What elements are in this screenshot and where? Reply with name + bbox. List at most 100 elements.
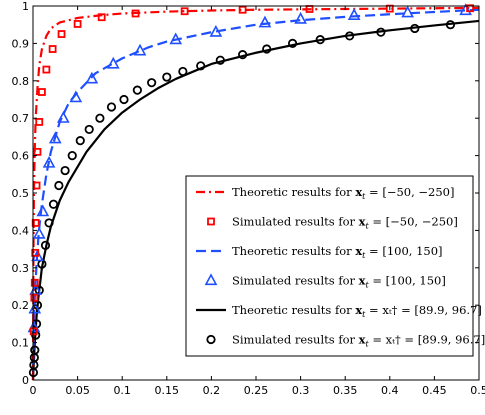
data-point-series-5 bbox=[445, 20, 456, 30]
y-tick-label: 0.5 bbox=[12, 187, 30, 200]
x-tick-label: 0.1 bbox=[113, 384, 131, 397]
legend-label: Theoretic results for xt = [−50, −250] bbox=[232, 185, 454, 201]
data-point-series-3 bbox=[459, 3, 472, 16]
data-point-series-3 bbox=[36, 204, 50, 217]
data-point-series-3 bbox=[209, 24, 223, 37]
y-tick-label: 0.1 bbox=[12, 337, 30, 350]
legend: Theoretic results for xt = [−50, −250] Si… bbox=[185, 175, 485, 357]
data-point-series-5 bbox=[410, 23, 420, 34]
data-point-series-5 bbox=[315, 35, 325, 45]
y-tick-label: 0.8 bbox=[12, 75, 30, 88]
data-point-series-3 bbox=[347, 8, 361, 20]
data-point-series-5 bbox=[44, 218, 54, 228]
data-point-series-5 bbox=[376, 27, 386, 37]
series-line-4 bbox=[31, 19, 480, 381]
data-point-series-1 bbox=[35, 118, 44, 126]
x-tick-label: 0.5 bbox=[470, 384, 485, 397]
data-point-series-5 bbox=[54, 180, 64, 191]
series-line-0 bbox=[31, 6, 480, 381]
data-point-series-5 bbox=[262, 44, 272, 54]
data-point-series-5 bbox=[178, 66, 188, 77]
data-point-series-3 bbox=[56, 111, 70, 123]
legend-marker-swatch bbox=[207, 217, 215, 226]
data-point-series-5 bbox=[132, 85, 142, 95]
data-point-series-3 bbox=[28, 301, 42, 314]
legend-box bbox=[185, 175, 474, 357]
data-point-series-5 bbox=[60, 165, 70, 176]
plot-area bbox=[27, 3, 480, 381]
x-tick-label: 0.3 bbox=[292, 384, 310, 397]
data-point-series-5 bbox=[162, 72, 172, 82]
y-tick-label: 0.6 bbox=[12, 150, 30, 163]
data-point-series-3 bbox=[169, 32, 183, 45]
data-point-series-1 bbox=[238, 5, 247, 14]
data-point-series-1 bbox=[33, 147, 42, 156]
x-tick-label: 0.05 bbox=[65, 384, 90, 397]
y-tick-label: 0.2 bbox=[12, 299, 30, 312]
legend-label: Simulated results for xt = [−50, −250] bbox=[232, 215, 458, 231]
x-tick-label: 0.45 bbox=[422, 384, 447, 397]
axes: 0 0.05 0.1 0.15 0.2 0.25 0.3 0.35 0.4 0.45 0.5 0 0.1… bbox=[12, 0, 485, 397]
data-point-series-1 bbox=[31, 248, 40, 257]
x-tick-label: 0 bbox=[30, 384, 37, 397]
data-point-series-1 bbox=[97, 13, 106, 22]
x-tick-label: 0.15 bbox=[155, 384, 180, 397]
data-point-series-5 bbox=[215, 55, 225, 65]
legend-marker-swatch bbox=[204, 273, 218, 286]
data-point-series-3 bbox=[27, 320, 41, 333]
data-point-series-5 bbox=[67, 151, 77, 161]
data-point-series-5 bbox=[345, 31, 355, 41]
data-point-series-5 bbox=[147, 78, 157, 88]
data-point-series-5 bbox=[75, 136, 85, 146]
data-point-series-1 bbox=[29, 327, 38, 336]
legend-label: Simulated results for xt = [100, 150] bbox=[232, 274, 446, 290]
data-point-series-5 bbox=[30, 345, 40, 355]
data-point-series-3 bbox=[42, 155, 56, 168]
data-point-series-3 bbox=[69, 90, 83, 103]
data-point-series-3 bbox=[258, 15, 272, 28]
data-point-series-5 bbox=[287, 38, 298, 49]
data-point-series-3 bbox=[294, 11, 307, 24]
y-tick-label: 0.7 bbox=[12, 112, 30, 125]
legend-label: Theoretic results for xt = [100, 150] bbox=[232, 244, 443, 260]
y-tick-label: 0 bbox=[22, 374, 29, 387]
x-tick-label: 0.4 bbox=[381, 384, 399, 397]
data-point-series-3 bbox=[106, 56, 120, 69]
x-tick-label: 0.35 bbox=[333, 384, 358, 397]
data-point-series-1 bbox=[48, 45, 57, 53]
data-point-series-5 bbox=[106, 102, 117, 112]
data-point-series-1 bbox=[38, 88, 46, 96]
data-point-series-1 bbox=[73, 20, 82, 28]
legend-label: Simulated results for xt = xₜ† = [89.9, … bbox=[232, 333, 485, 349]
legend-label: Theoretic results for xt = xₜ† = [89.9, … bbox=[232, 303, 482, 319]
data-point-series-3 bbox=[48, 131, 62, 144]
data-point-series-3 bbox=[85, 71, 99, 84]
legend-marker-swatch bbox=[206, 334, 216, 345]
data-point-series-5 bbox=[119, 94, 129, 105]
y-tick-label: 0.3 bbox=[12, 262, 30, 275]
data-point-series-1 bbox=[30, 278, 39, 287]
data-point-series-5 bbox=[196, 61, 206, 71]
y-tick-label: 0.4 bbox=[12, 224, 30, 237]
data-point-series-1 bbox=[30, 293, 39, 302]
data-point-series-5 bbox=[238, 50, 248, 60]
data-point-series-1 bbox=[57, 30, 66, 38]
data-point-series-5 bbox=[95, 113, 105, 123]
data-point-series-1 bbox=[32, 181, 41, 190]
data-point-series-3 bbox=[32, 226, 46, 239]
data-point-series-5 bbox=[40, 240, 51, 250]
y-tick-label: 1 bbox=[22, 0, 29, 13]
data-point-series-1 bbox=[42, 65, 51, 74]
x-tick-label: 0.2 bbox=[203, 384, 221, 397]
y-tick-label: 0.9 bbox=[12, 37, 30, 50]
data-point-series-3 bbox=[133, 43, 147, 56]
data-point-series-5 bbox=[48, 199, 59, 209]
data-point-series-1 bbox=[466, 4, 474, 13]
x-tick-label: 0.25 bbox=[244, 384, 269, 397]
data-point-series-5 bbox=[84, 124, 94, 135]
data-point-series-1 bbox=[180, 7, 189, 16]
data-point-series-1 bbox=[131, 9, 140, 18]
data-point-series-3 bbox=[401, 5, 414, 18]
